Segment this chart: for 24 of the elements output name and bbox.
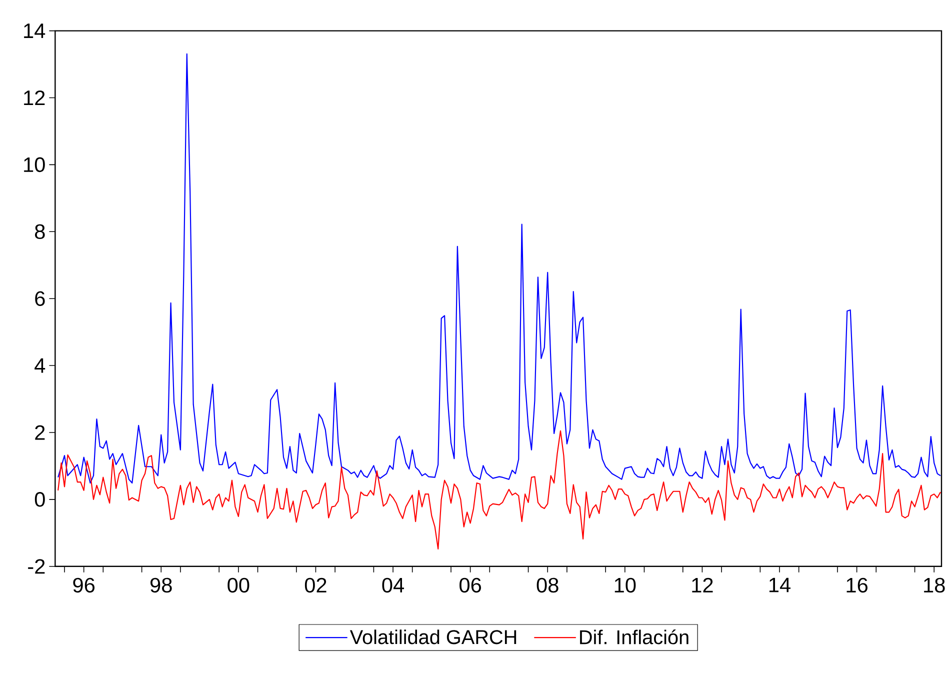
x-tick-label: 08: [536, 578, 558, 593]
x-tick-label: 96: [73, 578, 94, 593]
x-tick-label: 00: [228, 578, 250, 593]
x-tick-label: 14: [769, 578, 790, 592]
y-tick-label: 4: [34, 358, 46, 373]
x-tick-label: 12: [692, 578, 713, 593]
x-tick-label: 10: [614, 578, 636, 593]
x-tick-label: 06: [460, 578, 481, 593]
y-tick-label: -2: [28, 559, 45, 574]
y-tick-label: 8: [34, 224, 45, 240]
x-tick-label: 02: [304, 578, 326, 593]
line-series: [58, 54, 942, 484]
legend-label: Volatilidad GARCH: [350, 630, 516, 644]
legend-label: Dif. Inflación: [580, 630, 688, 644]
y-tick-label: 14: [24, 24, 46, 38]
y-tick-label: 10: [24, 157, 45, 172]
y-tick-label: 0: [34, 492, 45, 507]
x-tick-label: 04: [382, 578, 404, 593]
y-tick-label: 6: [35, 291, 45, 306]
x-tick-label: 98: [150, 578, 172, 593]
y-tick-label: 2: [35, 425, 45, 440]
x-tick-label: 16: [846, 578, 868, 593]
x-tick-label: 18: [924, 578, 945, 593]
y-tick-label: 12: [24, 90, 45, 106]
